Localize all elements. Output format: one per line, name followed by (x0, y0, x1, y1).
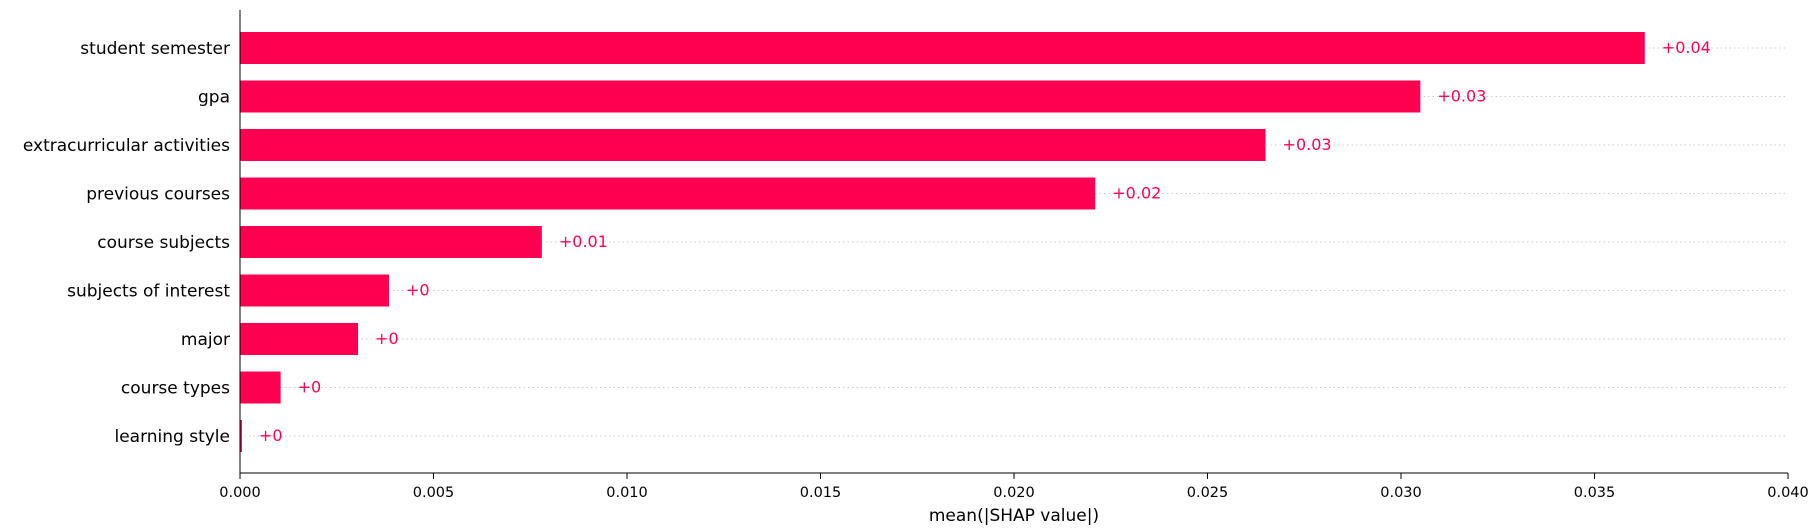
category-label: student semester (80, 39, 230, 59)
bar-value-label: +0.02 (1112, 184, 1161, 203)
bar-value-label: +0.03 (1283, 135, 1332, 154)
bar-value-label: +0 (259, 426, 283, 445)
x-tick-label: 0.025 (1187, 485, 1229, 501)
x-tick-label: 0.030 (1380, 485, 1422, 501)
category-labels: student semester gpa extracurricular activ… (23, 39, 230, 447)
bar-value-label: +0.03 (1437, 87, 1486, 106)
value-labels: +0.04 +0.03 +0.03 +0.02 +0.01 +0 +0 +0 +0 (259, 38, 1711, 445)
category-label: subjects of interest (67, 282, 230, 302)
category-label: extracurricular activities (23, 136, 230, 156)
bar (240, 226, 542, 258)
bars (240, 32, 1645, 452)
category-label: course subjects (97, 233, 230, 253)
bar (240, 420, 242, 452)
bar-value-label: +0.01 (559, 232, 608, 251)
x-tick-label: 0.010 (606, 485, 648, 501)
bar (240, 323, 359, 355)
bar-value-label: +0 (298, 378, 322, 397)
category-label: major (181, 330, 230, 350)
bar-value-label: +0 (406, 281, 430, 300)
x-tick-label: 0.035 (1574, 485, 1616, 501)
bar-value-label: +0.04 (1662, 38, 1711, 57)
category-label: previous courses (86, 185, 230, 205)
x-tick-label: 0.000 (219, 485, 261, 501)
x-axis-ticks: 0.000 0.005 0.010 0.015 0.020 0.025 0.030 0.035… (219, 473, 1809, 501)
category-label: course types (121, 379, 230, 399)
x-tick-label: 0.040 (1767, 485, 1809, 501)
bar (240, 274, 389, 307)
bar (240, 32, 1645, 64)
x-tick-label: 0.020 (993, 485, 1035, 501)
bar-value-label: +0 (375, 329, 399, 348)
bar (240, 177, 1096, 210)
bar (240, 129, 1266, 161)
x-axis-title: mean(|SHAP value|) (929, 506, 1099, 526)
category-label: gpa (198, 88, 230, 108)
x-tick-label: 0.015 (800, 485, 842, 501)
category-label: learning style (114, 427, 230, 447)
x-tick-label: 0.005 (413, 485, 455, 501)
bar (240, 80, 1421, 113)
bar (240, 371, 281, 404)
